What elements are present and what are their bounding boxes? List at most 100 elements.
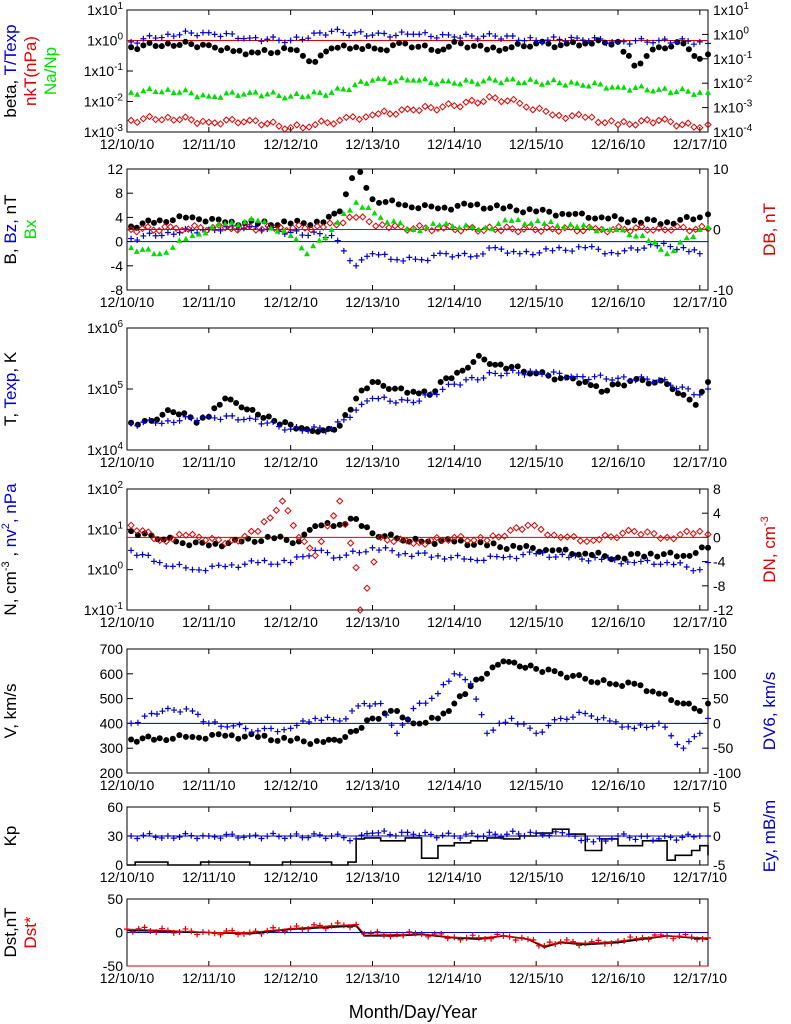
data-point <box>298 244 305 251</box>
data-point <box>334 831 341 838</box>
data-point <box>182 235 189 242</box>
data-point <box>568 34 575 41</box>
data-point <box>381 394 388 401</box>
data-point <box>261 46 268 53</box>
data-point <box>508 225 517 233</box>
data-point <box>364 524 371 531</box>
x-tick-label: 12/16/10 <box>591 454 646 470</box>
data-point <box>364 830 371 837</box>
data-point <box>679 384 686 391</box>
data-point <box>310 242 317 249</box>
data-point <box>235 35 242 42</box>
data-point <box>287 737 294 744</box>
data-point <box>334 26 341 33</box>
data-point <box>224 723 231 730</box>
data-point <box>341 520 349 529</box>
data-point <box>705 700 711 707</box>
data-point <box>670 247 677 254</box>
data-point <box>305 35 312 42</box>
data-point <box>188 30 195 37</box>
data-point <box>164 417 171 424</box>
data-point <box>491 94 499 102</box>
data-point <box>594 118 603 127</box>
data-point <box>320 739 327 745</box>
data-point <box>559 551 566 558</box>
data-point <box>500 554 507 561</box>
data-point <box>451 700 458 707</box>
data-point <box>572 833 579 840</box>
data-point <box>264 91 271 97</box>
data-point <box>574 110 583 119</box>
data-point <box>415 538 423 547</box>
data-point <box>475 934 482 941</box>
data-point <box>690 216 697 223</box>
xlabel-group: Month/Day/Year <box>349 1002 477 1022</box>
data-point <box>438 930 445 937</box>
data-point <box>463 831 470 838</box>
data-point <box>176 417 183 424</box>
data-point <box>666 117 675 126</box>
series-beta <box>128 37 711 69</box>
data-point <box>624 526 633 535</box>
y2-tick-label: 1x100 <box>713 25 749 42</box>
series-t <box>128 352 711 435</box>
data-point <box>650 379 657 386</box>
data-point <box>275 833 282 840</box>
panel-field: 12/10/10 12/11/10 12/12/10 12/13/10 12/14/10… <box>1 161 779 310</box>
y-tick-label: 200 <box>100 765 124 781</box>
data-point <box>146 230 153 237</box>
data-point <box>539 206 546 213</box>
data-point <box>523 543 530 550</box>
data-point <box>377 214 384 220</box>
data-point <box>416 832 423 839</box>
data-point <box>230 722 237 729</box>
data-point <box>128 44 135 51</box>
data-point <box>546 832 553 839</box>
data-point <box>503 76 510 82</box>
data-point <box>667 243 674 250</box>
data-point <box>336 554 343 561</box>
data-point <box>506 553 513 560</box>
plot-frame <box>126 488 709 611</box>
data-point <box>410 831 417 838</box>
data-point <box>357 169 364 176</box>
y-tick-label: -8 <box>111 282 124 298</box>
data-point <box>651 932 658 939</box>
data-point <box>199 91 206 98</box>
data-point <box>293 236 300 242</box>
x-tick-label: 12/11/10 <box>182 136 236 152</box>
data-point <box>205 833 212 839</box>
data-point <box>205 413 212 420</box>
data-point <box>264 420 271 427</box>
data-point <box>487 205 494 212</box>
data-point <box>164 31 171 38</box>
data-point <box>643 226 652 234</box>
series-dn <box>127 497 712 614</box>
y2-axis-title: DN, cm-3 <box>759 516 779 582</box>
x-tick-label: 12/15/10 <box>509 294 564 310</box>
data-point <box>299 427 306 434</box>
data-point <box>480 205 487 212</box>
data-point <box>364 253 371 260</box>
y-axis-title: N, cm-3 , nv2, nPa <box>0 483 20 616</box>
data-point <box>403 225 410 232</box>
data-point <box>698 222 706 231</box>
data-point <box>542 547 549 554</box>
y-tick-label: 1x10-1 <box>84 62 124 79</box>
data-point <box>158 834 165 841</box>
data-point <box>520 721 527 728</box>
data-point <box>395 201 402 208</box>
data-point <box>328 226 335 232</box>
y-axis-title: Bx <box>21 219 40 239</box>
data-point <box>486 361 493 368</box>
data-point <box>398 106 406 114</box>
data-point <box>275 927 282 934</box>
data-point <box>134 422 141 429</box>
data-point <box>565 211 572 218</box>
data-point <box>294 735 301 742</box>
data-point <box>412 535 419 542</box>
data-point <box>299 926 306 933</box>
data-point <box>175 530 184 539</box>
data-point <box>660 551 667 558</box>
